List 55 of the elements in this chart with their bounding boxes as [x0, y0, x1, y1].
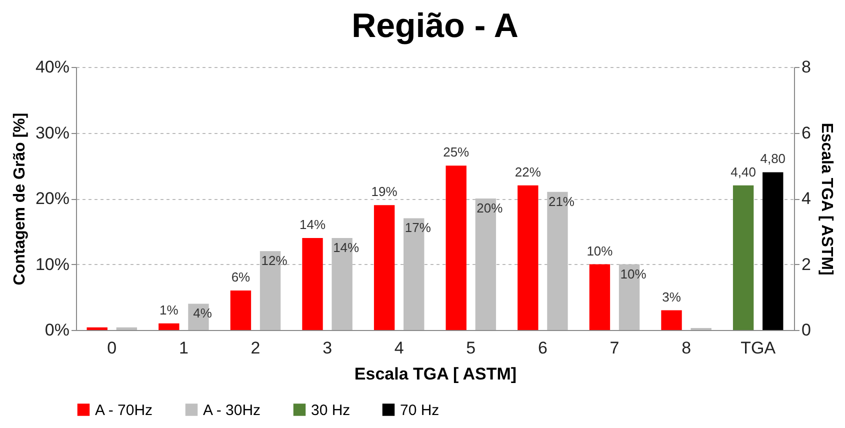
- x-tick-label: 4: [394, 338, 404, 358]
- data-label: 12%: [261, 253, 288, 268]
- y-tick-label: 20%: [35, 189, 70, 208]
- y2-axis-title: Escala TGA [ ASTM]: [818, 122, 835, 276]
- x-tick-label: 0: [107, 338, 117, 358]
- x-tick-label: 2: [250, 338, 260, 358]
- x-tick-label: TGA: [740, 338, 776, 358]
- data-label: 20%: [476, 200, 504, 216]
- chart-title: Região - A: [352, 7, 518, 45]
- data-label: 25%: [443, 144, 470, 160]
- data-label: 3%: [662, 289, 682, 304]
- data-label: 10%: [620, 266, 647, 282]
- bar: [158, 323, 180, 330]
- x-tick-label: 3: [322, 338, 332, 358]
- bar: [86, 327, 108, 330]
- x-tick-label: 5: [466, 338, 476, 358]
- legend-label: 70 Hz: [400, 402, 440, 419]
- y2-tick-label: 0: [802, 320, 811, 340]
- data-label: 14%: [300, 216, 326, 232]
- data-label: 22%: [514, 164, 542, 180]
- bar: [446, 166, 466, 330]
- y-axis-title: Contagem de Grão [%]: [11, 112, 28, 286]
- data-label: 17%: [404, 220, 432, 236]
- data-label: 1%: [160, 302, 179, 318]
- y-tick-label: 40%: [35, 58, 70, 76]
- data-label: 19%: [371, 184, 398, 200]
- bar: [374, 205, 395, 330]
- x-tick-label: 7: [610, 338, 620, 358]
- bar: [230, 290, 252, 330]
- bar: [302, 238, 323, 330]
- y2-tick-label: 2: [802, 254, 811, 274]
- data-label: 4,80: [760, 151, 786, 166]
- bar: [589, 264, 610, 330]
- y2-tick-label: 6: [802, 123, 811, 142]
- legend-label: 30 Hz: [311, 402, 350, 419]
- y2-tick-label: 4: [802, 189, 811, 208]
- y-tick-label: 30%: [35, 123, 70, 142]
- y-tick-label: 0%: [44, 320, 70, 340]
- data-label: 6%: [231, 270, 251, 285]
- x-tick-label: 8: [682, 338, 692, 358]
- bar: [661, 310, 682, 330]
- data-label: 4%: [193, 306, 212, 321]
- x-tick-label: 6: [538, 338, 548, 358]
- y2-tick-label: 8: [802, 58, 811, 76]
- data-label: 10%: [586, 243, 614, 258]
- bar: [518, 185, 538, 330]
- data-label: 14%: [333, 240, 360, 255]
- data-label: 4,40: [730, 164, 756, 180]
- x-axis-title: Escala TGA [ ASTM]: [354, 364, 517, 384]
- data-label: 21%: [548, 194, 575, 209]
- y-tick-label: 10%: [35, 254, 70, 274]
- legend-label: A - 70Hz: [95, 402, 153, 419]
- x-tick-label: 1: [178, 338, 188, 358]
- legend-label: A - 30Hz: [203, 402, 261, 419]
- bar: [116, 327, 138, 330]
